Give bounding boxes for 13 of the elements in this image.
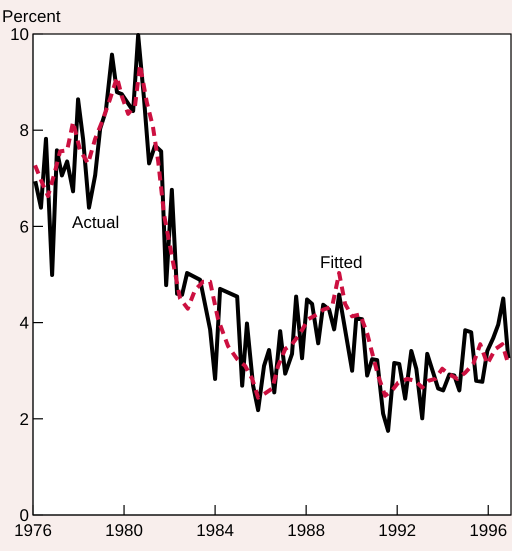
y-tick-label: 10 bbox=[10, 24, 29, 44]
series-label: Fitted bbox=[320, 253, 363, 272]
x-tick-label: 1988 bbox=[287, 521, 326, 540]
x-tick-label: 1984 bbox=[196, 521, 234, 540]
x-tick-label: 1992 bbox=[378, 521, 416, 540]
y-tick-label: 2 bbox=[20, 410, 29, 429]
y-tick-label: 8 bbox=[20, 121, 29, 140]
y-tick-label: 6 bbox=[20, 217, 29, 236]
y-tick-label: 4 bbox=[20, 314, 29, 333]
x-tick-label: 1996 bbox=[469, 521, 508, 540]
y-axis-title: Percent bbox=[2, 7, 61, 26]
series-label: Actual bbox=[72, 213, 120, 232]
x-tick-label: 1980 bbox=[105, 521, 143, 540]
